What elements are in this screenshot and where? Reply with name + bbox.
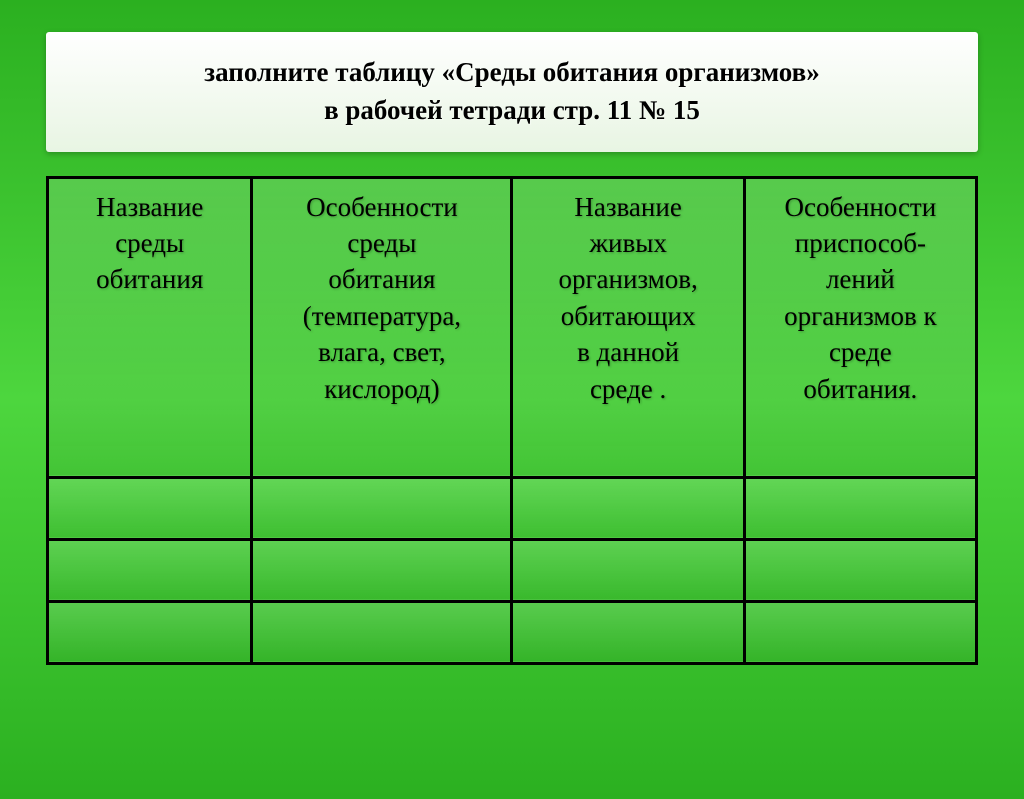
habitat-table-container: Название среды обитания Особенности сред… [46, 176, 978, 665]
title-line-2: в рабочей тетради стр. 11 № 15 [74, 92, 950, 130]
cell [48, 601, 252, 663]
cell [744, 477, 976, 539]
slide-title-box: заполните таблицу «Среды обитания органи… [46, 32, 978, 152]
cell [744, 601, 976, 663]
cell [48, 539, 252, 601]
habitat-table: Название среды обитания Особенности сред… [46, 176, 978, 665]
cell [252, 477, 512, 539]
cell [252, 601, 512, 663]
table-row [48, 601, 977, 663]
col-header-organism-names: Название живых организмов, обитающих в д… [512, 177, 744, 477]
cell [512, 601, 744, 663]
cell [48, 477, 252, 539]
col-header-habitat-name: Название среды обитания [48, 177, 252, 477]
table-header-row: Название среды обитания Особенности сред… [48, 177, 977, 477]
cell [252, 539, 512, 601]
table-row [48, 477, 977, 539]
col-header-adaptations: Особенности приспособ- лений организмов … [744, 177, 976, 477]
cell [512, 477, 744, 539]
cell [744, 539, 976, 601]
table-row [48, 539, 977, 601]
col-header-habitat-features: Особенности среды обитания (температура,… [252, 177, 512, 477]
cell [512, 539, 744, 601]
title-line-1: заполните таблицу «Среды обитания органи… [74, 54, 950, 92]
